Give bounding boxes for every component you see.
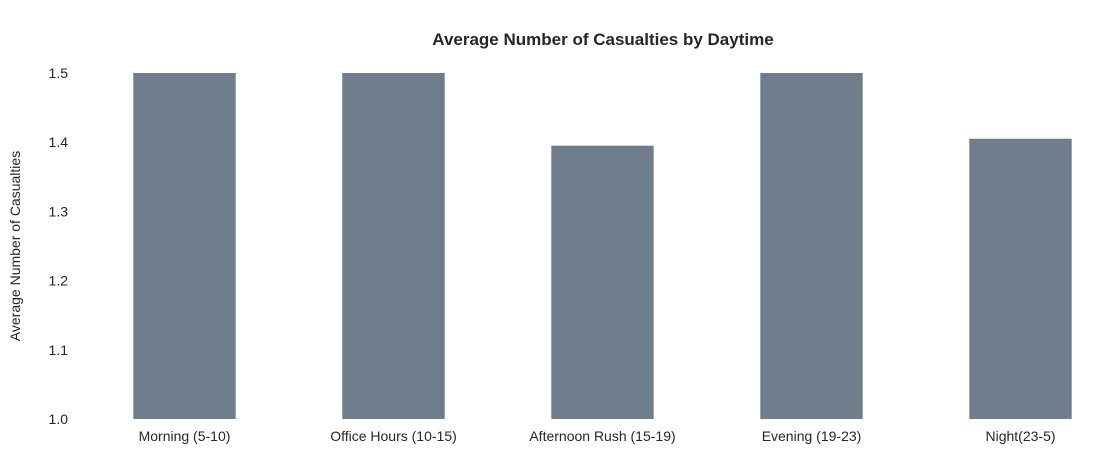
y-tick-label: 1.3	[49, 203, 69, 219]
x-tick-label: Afternoon Rush (15-19)	[529, 428, 675, 444]
x-tick-label: Morning (5-10)	[139, 428, 231, 444]
y-tick-label: 1.4	[49, 134, 69, 150]
y-tick-label: 1.1	[49, 342, 69, 358]
bar	[760, 73, 863, 419]
bar	[551, 145, 654, 419]
bar	[342, 73, 445, 419]
y-tick-label: 1.2	[49, 273, 69, 289]
y-tick-label: 1.0	[49, 411, 69, 427]
bar	[969, 138, 1072, 420]
x-tick-label: Office Hours (10-15)	[330, 428, 457, 444]
chart-title: Average Number of Casualties by Daytime	[432, 30, 773, 49]
bars-group	[133, 73, 1072, 420]
x-tick-label: Evening (19-23)	[762, 428, 862, 444]
bar	[133, 73, 236, 419]
y-tick-label: 1.5	[49, 65, 69, 81]
y-axis-label: Average Number of Casualties	[7, 151, 23, 341]
x-axis-ticks: Morning (5-10) Office Hours (10-15) Aftern…	[139, 428, 1056, 444]
x-tick-label: Night(23-5)	[985, 428, 1055, 444]
y-axis-ticks: 1.0 1.1 1.2 1.3 1.4 1.5	[49, 65, 69, 427]
